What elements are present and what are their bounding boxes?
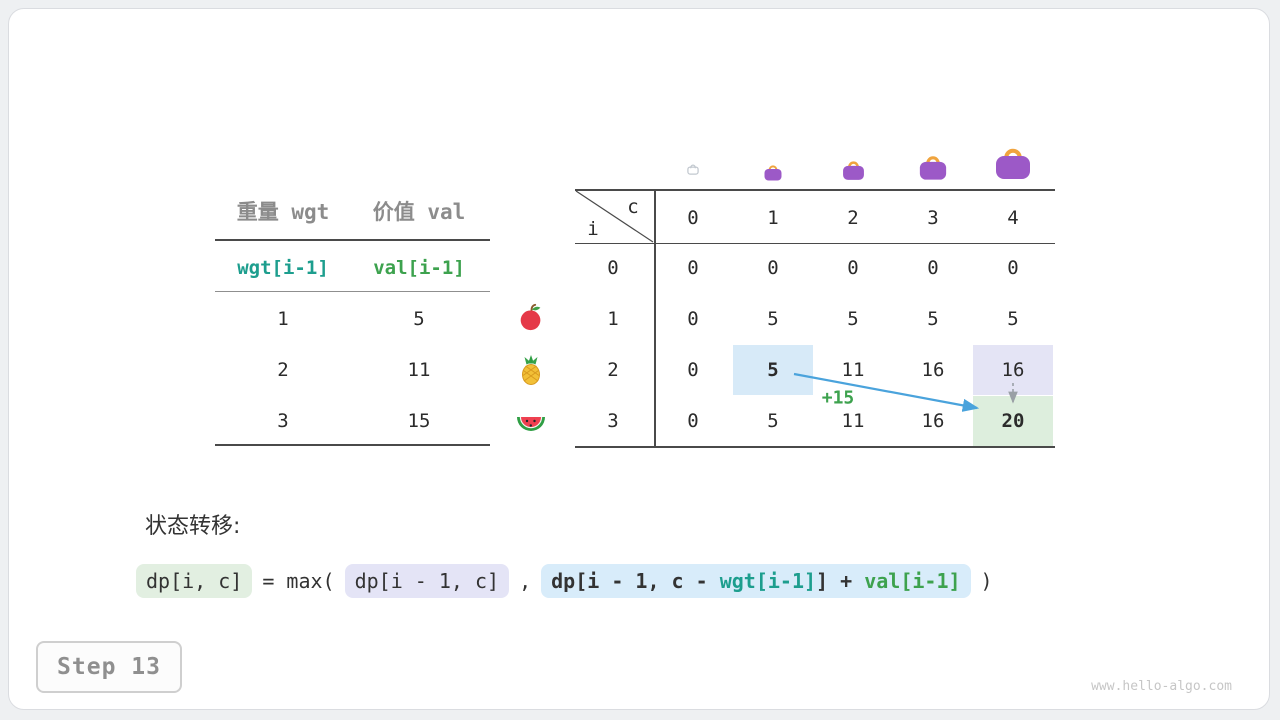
apple-icon <box>520 303 541 331</box>
dp-cell-r0c3: 0 <box>927 257 939 279</box>
items-var-val: val[i-1] <box>373 257 465 279</box>
formula-closing: ) <box>980 569 993 593</box>
dp-cell-r1c1: 5 <box>767 308 779 330</box>
dp-row-header-0: 0 <box>607 257 619 279</box>
items-cell-wgt-2: 2 <box>277 359 289 381</box>
dp-cell-r3c3: 16 <box>921 410 945 432</box>
dp-cell-r2c4: 16 <box>1001 359 1025 381</box>
formula-arg2-wgt: wgt[i-1] <box>719 569 817 593</box>
items-cell-wgt-1: 1 <box>277 308 289 330</box>
watermelon-icon <box>517 417 545 431</box>
formula-arg2-val: val[i-1] <box>864 569 961 593</box>
items-cell-val-2: 11 <box>407 359 431 381</box>
items-table-bottom-rule <box>215 444 490 446</box>
transition-add-label: +15 <box>821 387 855 409</box>
step-badge: Step 13 <box>36 641 182 693</box>
formula-arg1-chip: dp[i - 1, c] <box>344 564 510 598</box>
formula-separator: , <box>519 569 532 593</box>
dp-row-header-2: 2 <box>607 359 619 381</box>
dp-corner-i-label: i <box>587 218 599 240</box>
dp-row-header-1: 1 <box>607 308 619 330</box>
formula-lhs-chip: dp[i, c] <box>136 564 253 598</box>
main-card <box>8 8 1270 710</box>
items-header-value: 价值 val <box>372 200 466 224</box>
bag-icon-capacity-1 <box>764 165 782 181</box>
step-badge-label: Step 13 <box>57 654 161 680</box>
dp-cell-r2c1: 5 <box>767 359 779 381</box>
formula-operator: = max( <box>262 569 335 593</box>
dp-col-header-3: 3 <box>927 207 939 229</box>
dp-table-top-rule <box>575 189 1055 191</box>
dp-cell-r1c0: 0 <box>687 308 699 330</box>
state-transition-heading: 状态转移: <box>145 514 241 539</box>
bag-icon-capacity-3 <box>919 156 947 180</box>
items-cell-wgt-3: 3 <box>277 410 289 432</box>
dp-cell-r3c0: 0 <box>687 410 699 432</box>
bag-icon-capacity-2 <box>843 161 864 180</box>
dp-table-header-rule <box>575 243 1055 244</box>
dp-cell-r3c1: 5 <box>767 410 779 432</box>
dp-cell-r3c4: 20 <box>1001 410 1025 432</box>
dp-cell-r2c2: 11 <box>841 359 865 381</box>
dp-col-header-0: 0 <box>687 207 699 229</box>
items-table-mid-rule <box>215 291 490 292</box>
dp-col-header-4: 4 <box>1007 207 1019 229</box>
items-var-wgt: wgt[i-1] <box>237 257 329 279</box>
items-header-weight: 重量 wgt <box>236 200 330 224</box>
dp-cell-r0c0: 0 <box>687 257 699 279</box>
watermark: www.hello-algo.com <box>1091 679 1232 694</box>
dp-table-vertical-rule <box>654 189 656 447</box>
formula-arg2-infix: ] + <box>816 569 865 593</box>
pineapple-icon <box>522 355 540 385</box>
dp-col-header-1: 1 <box>767 207 779 229</box>
dp-highlight-target-cell <box>973 396 1053 446</box>
dp-cell-r0c2: 0 <box>847 257 859 279</box>
dp-row-header-3: 3 <box>607 410 619 432</box>
items-table-header-rule <box>215 239 490 241</box>
dp-cell-r3c2: 11 <box>841 410 865 432</box>
dp-table-bottom-rule <box>575 446 1055 448</box>
dp-col-header-2: 2 <box>847 207 859 229</box>
formula-arg2-chip: dp[i - 1, c - wgt[i-1]] + val[i-1] <box>541 564 971 598</box>
dp-cell-r1c2: 5 <box>847 308 859 330</box>
dp-cell-r0c4: 0 <box>1007 257 1019 279</box>
items-cell-val-1: 5 <box>413 308 425 330</box>
dp-cell-r2c3: 16 <box>921 359 945 381</box>
empty-bag-icon <box>687 164 699 175</box>
bag-icon-capacity-4 <box>996 148 1030 179</box>
dp-cell-r0c1: 0 <box>767 257 779 279</box>
dp-corner-c-label: c <box>627 196 639 218</box>
state-transition-formula: dp[i, c] = max( dp[i - 1, c] , dp[i - 1,… <box>136 560 993 602</box>
formula-arg2-prefix: dp[i - 1, c - <box>551 569 720 593</box>
dp-cell-r2c0: 0 <box>687 359 699 381</box>
dp-cell-r1c3: 5 <box>927 308 939 330</box>
dp-cell-r1c4: 5 <box>1007 308 1019 330</box>
items-cell-val-3: 15 <box>407 410 431 432</box>
